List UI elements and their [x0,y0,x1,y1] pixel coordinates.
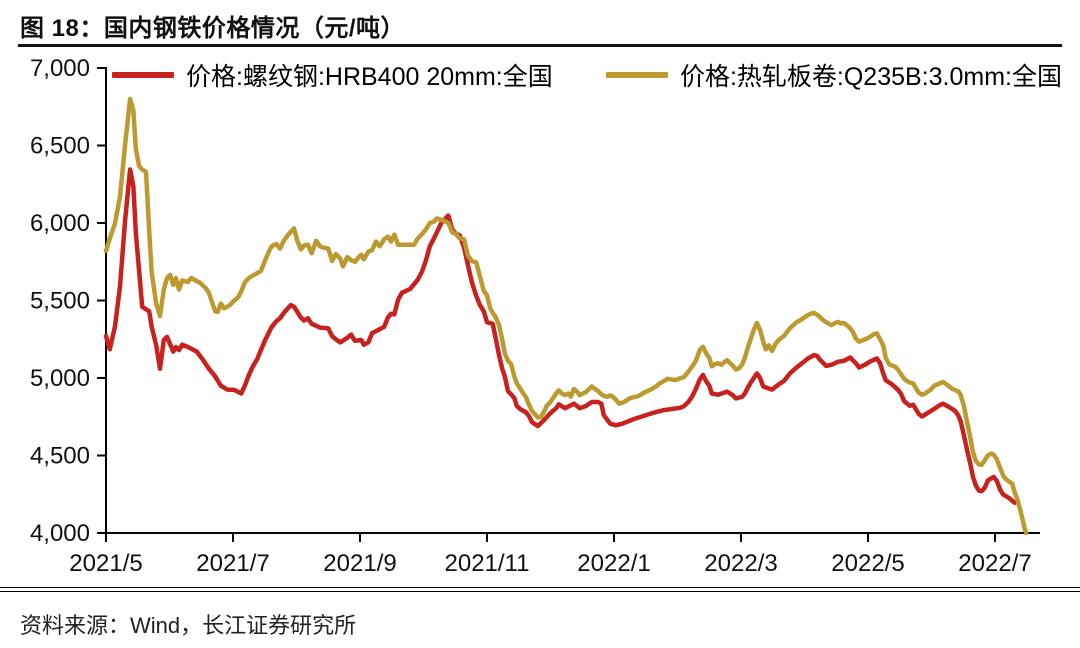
y-tick-label: 4,000 [30,520,90,547]
legend-item-hot-rolled-coil: 价格:热轧板卷:Q235B:3.0mm:全国 [605,57,1062,93]
hot-rolled-coil-line-swatch [605,72,668,78]
y-tick-label: 5,500 [30,288,90,315]
y-tick-label: 7,000 [30,55,90,82]
legend-item-rebar: 价格:螺纹钢:HRB400 20mm:全国 [112,57,553,93]
figure-title: 图 18：国内钢铁价格情况（元/吨） [20,15,406,42]
chart-legend: 价格:螺纹钢:HRB400 20mm:全国 价格:热轧板卷:Q235B:3.0m… [112,58,1062,92]
y-tick-label: 5,000 [30,365,90,392]
x-tick-label: 2022/1 [577,550,650,577]
y-tick-label: 4,500 [30,443,90,470]
y-tick-label: 6,500 [30,133,90,160]
rebar-price-line [103,167,1017,506]
x-tick-label: 2021/5 [69,550,142,577]
x-tick-label: 2022/3 [704,550,777,577]
x-tick-label: 2022/7 [958,550,1031,577]
title-underline [18,44,1062,47]
x-tick-label: 2021/7 [196,550,269,577]
y-tick-label: 6,000 [30,210,90,237]
x-tick-label: 2022/5 [831,550,904,577]
source-note: 资料来源：Wind，长江证券研究所 [20,613,357,638]
legend-label-hot-rolled-coil: 价格:热轧板卷:Q235B:3.0mm:全国 [679,63,1062,91]
x-tick-label: 2021/9 [323,550,396,577]
x-tick-label: 2021/11 [445,550,530,577]
legend-label-rebar: 价格:螺纹钢:HRB400 20mm:全国 [186,63,553,91]
rebar-line-swatch [112,72,174,78]
footer-divider [0,587,1080,592]
hot-rolled-coil-price-line [103,96,1029,536]
